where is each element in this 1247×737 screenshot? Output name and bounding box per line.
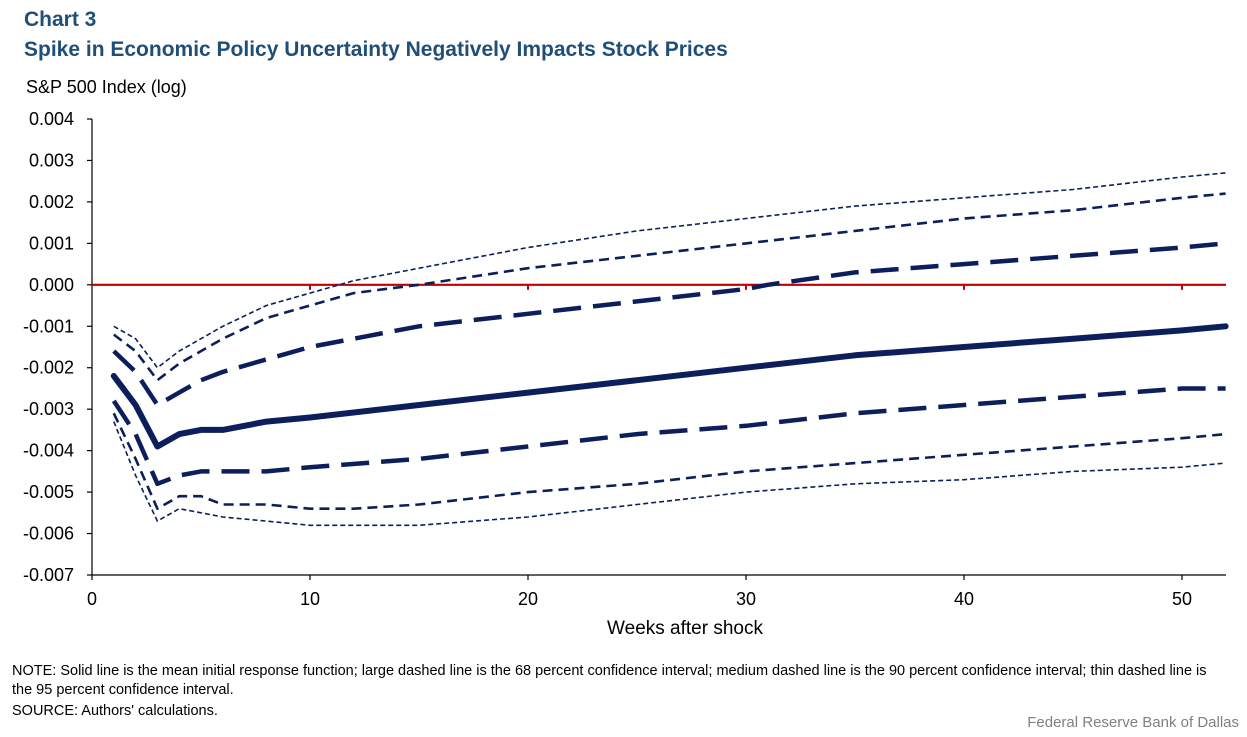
y-axis: 0.004 0.003 0.002 0.001 0.000 -0.001 -0.002 -0.… xyxy=(23,109,93,585)
y-tick-label: -0.007 xyxy=(23,565,74,585)
y-tick-label: -0.002 xyxy=(23,358,74,378)
x-tick-label: 50 xyxy=(1172,589,1192,609)
x-axis: 0 10 20 30 40 50 xyxy=(87,574,1226,609)
chart-title: Spike in Economic Policy Uncertainty Neg… xyxy=(24,38,728,61)
y-tick-label: 0.001 xyxy=(29,233,74,253)
x-axis-title: Weeks after shock xyxy=(607,618,763,639)
chart-note: NOTE: Solid line is the mean initial res… xyxy=(12,663,1207,698)
y-tick-label: -0.006 xyxy=(23,524,74,544)
series-line-dash-thin-6: 95 percent confidence interval (lower) xyxy=(113,421,1226,527)
series-line-solid-thick-0: Mean initial response function xyxy=(110,323,1229,450)
series-line-dash-medium-3: 90 percent confidence interval (upper) xyxy=(113,192,1226,382)
y-tick-label: 0.004 xyxy=(29,109,74,129)
x-tick-label: 20 xyxy=(518,589,538,609)
chart-source: SOURCE: Authors' calculations. xyxy=(12,703,218,719)
y-tick-label: 0.003 xyxy=(29,150,74,170)
y-tick-label: -0.004 xyxy=(23,441,74,461)
y-tick-label: 0.002 xyxy=(29,192,74,212)
y-tick-label: -0.003 xyxy=(23,399,74,419)
x-tick-label: 30 xyxy=(736,589,756,609)
x-tick-label: 0 xyxy=(87,589,97,609)
series-line-dash-medium-4: 90 percent confidence interval (lower) xyxy=(112,412,1226,510)
series-line-dash-large-2: 68 percent confidence interval (lower) xyxy=(111,386,1226,487)
y-axis-title: S&P 500 Index (log) xyxy=(26,77,187,97)
series-line-dash-large-1: 68 percent confidence interval (upper) xyxy=(112,241,1226,408)
y-tick-label: -0.001 xyxy=(23,316,74,336)
series-line-dash-thin-5: 95 percent confidence interval (upper) xyxy=(113,172,1226,369)
y-tick-label: -0.005 xyxy=(23,482,74,502)
chart-label: Chart 3 xyxy=(24,8,97,31)
x-tick-label: 40 xyxy=(954,589,974,609)
y-tick-label: 0.000 xyxy=(29,275,74,295)
series-layer: Mean initial response function68 percent… xyxy=(92,172,1229,527)
credit-line: Federal Reserve Bank of Dallas xyxy=(1027,714,1239,731)
x-tick-label: 10 xyxy=(300,589,320,609)
